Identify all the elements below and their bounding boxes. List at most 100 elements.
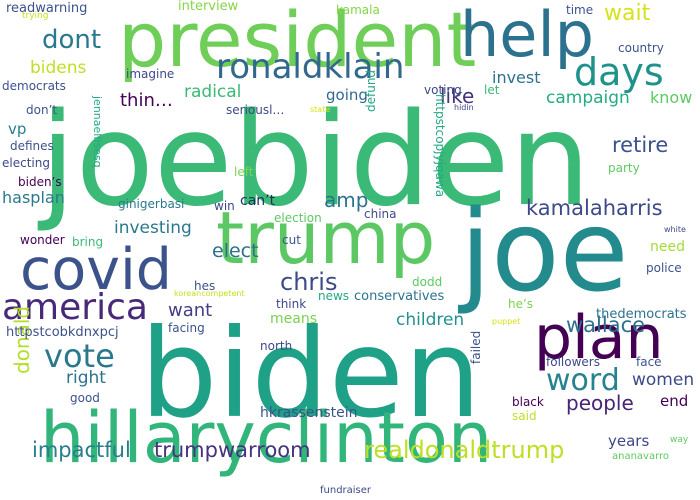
word-word: word	[546, 363, 620, 398]
word-amp: amp	[324, 188, 369, 212]
word-cut: cut	[282, 233, 301, 247]
word-hes: hes	[194, 279, 216, 293]
word-ginigerbasi: ginigerbasi	[118, 197, 185, 211]
word-president: president	[118, 0, 477, 84]
word-trump: trump	[216, 196, 436, 280]
word-koreancompetent: koreancompetent	[174, 289, 245, 298]
word-right: right	[66, 368, 106, 388]
word-impactful: impactful	[32, 438, 131, 462]
word-time: time	[566, 3, 594, 17]
word-conservatives: conservatives	[354, 289, 445, 304]
word-win: win	[214, 199, 235, 213]
word-joebiden: joebiden	[40, 86, 591, 235]
word-covid: covid	[20, 237, 172, 303]
word-joe: joe	[460, 187, 629, 317]
word-wait: wait	[604, 1, 651, 26]
word-seriousl: seriousl…	[226, 103, 285, 117]
word-way: way	[670, 435, 689, 445]
word-need: need	[650, 239, 685, 255]
word-said: said	[512, 409, 537, 423]
word-retire: retire	[612, 133, 669, 157]
word-failed: failed	[469, 330, 483, 364]
word-white: white	[664, 225, 686, 234]
word-kamala: kamala	[336, 3, 380, 17]
word-fundraiser: fundraiser	[320, 485, 372, 496]
word-like: like	[440, 84, 475, 108]
word-north: north	[260, 339, 293, 353]
word-bring: bring	[72, 235, 104, 249]
word-trying: trying	[22, 11, 49, 21]
word-defund: defund	[364, 69, 378, 112]
word-america: america	[2, 287, 148, 328]
word-days: days	[574, 50, 664, 94]
word-dont: dont	[42, 25, 102, 55]
word-httpstcobkdnxpcj: httpstcobkdnxpcj	[6, 325, 119, 340]
word-black: black	[512, 395, 544, 409]
word-vp: vp	[8, 120, 27, 138]
word-voting: voting	[424, 83, 462, 97]
word-know: know	[650, 88, 693, 107]
word-electing: electing	[2, 156, 50, 170]
word-ananavarro: ananavarro	[612, 451, 670, 462]
word-election: election	[274, 211, 322, 225]
word-radical: radical	[184, 82, 242, 102]
word-readwarning: readwarning	[6, 1, 88, 16]
word-women: women	[632, 370, 695, 390]
word-thin: thin…	[120, 90, 173, 111]
word-elect: elect	[212, 240, 259, 262]
word-biden: biden	[140, 303, 482, 445]
word-want: want	[168, 300, 213, 321]
word-ronaldklain: ronaldklain	[216, 47, 405, 87]
word-end: end	[660, 392, 689, 410]
word-facing: facing	[168, 321, 205, 335]
word-httpstcopjyjqawa: httpstcopjyjqawa	[433, 94, 447, 198]
word-dodd: dodd	[412, 275, 443, 289]
word-chris: chris	[280, 268, 338, 296]
word-dont-apostrophe: don’t	[26, 103, 58, 117]
word-puppet: puppet	[492, 317, 521, 326]
word-bidens-possessive: biden’s	[18, 175, 62, 189]
word-hillaryclinton: hillaryclinton	[40, 397, 493, 479]
word-means: means	[270, 311, 317, 327]
word-democrats: democrats	[2, 79, 66, 93]
word-realdonaldtrump: realdonaldtrump	[364, 436, 565, 464]
word-hkrassenstein: hkrassenstein	[260, 405, 358, 421]
word-china: china	[364, 207, 397, 221]
word-face: face	[636, 355, 662, 369]
word-wallace: wallace	[566, 313, 646, 337]
word-defines: defines	[10, 139, 54, 153]
word-interview: interview	[178, 0, 239, 14]
word-going: going	[326, 86, 368, 104]
word-people: people	[566, 391, 634, 415]
word-hidin: hidin	[454, 103, 474, 112]
word-good: good	[70, 391, 100, 405]
word-bidens: bidens	[30, 58, 87, 78]
word-kamalaharris: kamalaharris	[526, 196, 663, 220]
word-wonder: wonder	[20, 233, 65, 247]
word-cant: can’t	[240, 193, 276, 209]
word-vote: vote	[44, 337, 115, 375]
word-police: police	[646, 261, 682, 275]
word-help: help	[460, 0, 595, 71]
word-thedemocrats: thedemocrats	[596, 307, 687, 322]
word-left: left	[234, 165, 254, 179]
word-invest: invest	[492, 68, 541, 87]
word-years: years	[608, 432, 650, 450]
word-let: let	[484, 83, 500, 97]
word-party: party	[608, 161, 640, 175]
word-news: news	[318, 289, 350, 303]
word-plan: plan	[534, 303, 664, 373]
word-imagine: imagine	[126, 67, 175, 81]
word-campaign: campaign	[546, 88, 630, 108]
word-jennaellisesq: jennaellisesq	[91, 96, 104, 168]
word-children: children	[396, 310, 465, 330]
word-investing: investing	[114, 218, 192, 238]
word-think: think	[276, 297, 307, 311]
word-trumpwarroom: trumpwarroom	[154, 438, 311, 462]
word-hasplan: hasplan	[2, 188, 65, 207]
word-followers: followers	[546, 355, 600, 369]
word-state: state	[310, 105, 331, 114]
word-hes-apostrophe: he’s	[508, 297, 534, 311]
word-country: country	[618, 41, 664, 55]
